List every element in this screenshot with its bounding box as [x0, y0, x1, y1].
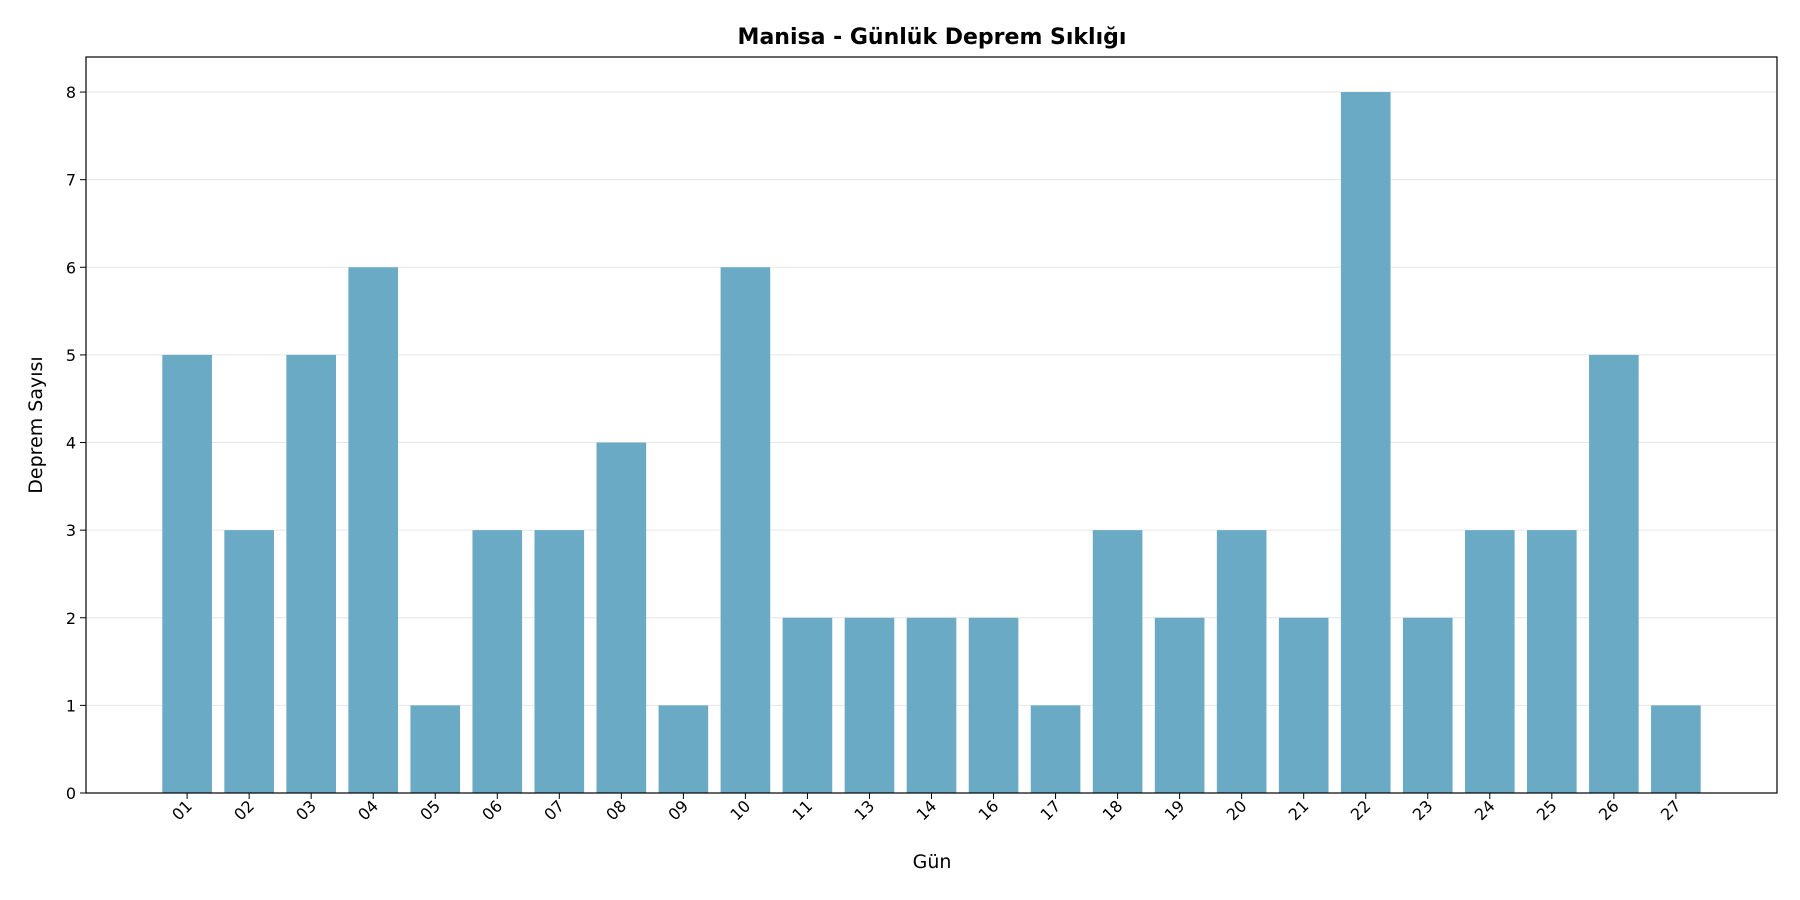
bar: [906, 617, 957, 793]
bar: [1589, 354, 1639, 793]
x-tick-label: 26: [1595, 796, 1623, 824]
bar: [224, 530, 274, 793]
bar: [1402, 617, 1453, 793]
y-tick-label: 2: [66, 609, 76, 628]
x-axis-label: Gün: [913, 851, 952, 873]
bar: [596, 442, 647, 793]
y-axis-label: Deprem Sayısı: [25, 356, 47, 493]
x-tick-label: 11: [788, 796, 816, 824]
x-tick-label: 19: [1161, 796, 1189, 824]
bar: [348, 267, 399, 793]
bar: [162, 354, 212, 793]
bar: [410, 705, 461, 793]
bar: [286, 354, 336, 793]
y-tick-label: 1: [66, 696, 76, 715]
bar: [1340, 92, 1391, 794]
bar: [1030, 705, 1081, 793]
x-tick-label: 21: [1285, 796, 1313, 824]
x-tick-label: 13: [850, 796, 878, 824]
bar: [534, 530, 585, 793]
y-tick-label: 6: [66, 258, 76, 277]
x-tick-label: 06: [478, 796, 506, 824]
x-tick-label: 20: [1223, 796, 1251, 824]
chart-title: Manisa - Günlük Deprem Sıklığı: [738, 25, 1127, 50]
x-tick-label: 16: [975, 796, 1003, 824]
bar: [1278, 617, 1329, 793]
plot-frame: [85, 56, 1778, 794]
bar: [782, 617, 833, 793]
bar: [1216, 530, 1267, 793]
bar: [1154, 617, 1205, 793]
x-tick-label: 02: [230, 796, 258, 824]
x-tick-label: 27: [1657, 796, 1685, 824]
x-tick-label: 18: [1099, 796, 1127, 824]
y-tick-label: 8: [66, 83, 76, 102]
x-tick-label: 04: [354, 796, 382, 824]
x-tick-label: 17: [1037, 796, 1065, 824]
x-tick-label: 03: [292, 796, 320, 824]
bar: [844, 617, 895, 793]
x-tick-label: 23: [1409, 796, 1437, 824]
x-tick-label: 01: [168, 796, 196, 824]
y-tick-label: 4: [66, 434, 76, 453]
bar: [1527, 530, 1577, 793]
bar: [968, 617, 1019, 793]
x-tick-label: 25: [1533, 796, 1561, 824]
y-tick-label: 5: [66, 346, 76, 365]
y-tick-label: 0: [66, 784, 76, 803]
bar: [472, 530, 523, 793]
x-tick-label: 24: [1471, 796, 1499, 824]
x-tick-label: 08: [602, 796, 630, 824]
x-tick-label: 09: [664, 796, 692, 824]
x-tick-label: 14: [912, 796, 940, 824]
x-tick-label: 22: [1347, 796, 1375, 824]
bar: [658, 705, 709, 793]
x-tick-label: 10: [726, 796, 754, 824]
bar: [1092, 530, 1143, 793]
bar: [720, 267, 771, 793]
y-tick-label: 3: [66, 521, 76, 540]
bar: [1651, 705, 1701, 793]
x-tick-label: 05: [416, 796, 444, 824]
bar: [1464, 530, 1515, 793]
x-tick-label: 07: [540, 796, 568, 824]
y-tick-label: 7: [66, 171, 76, 190]
